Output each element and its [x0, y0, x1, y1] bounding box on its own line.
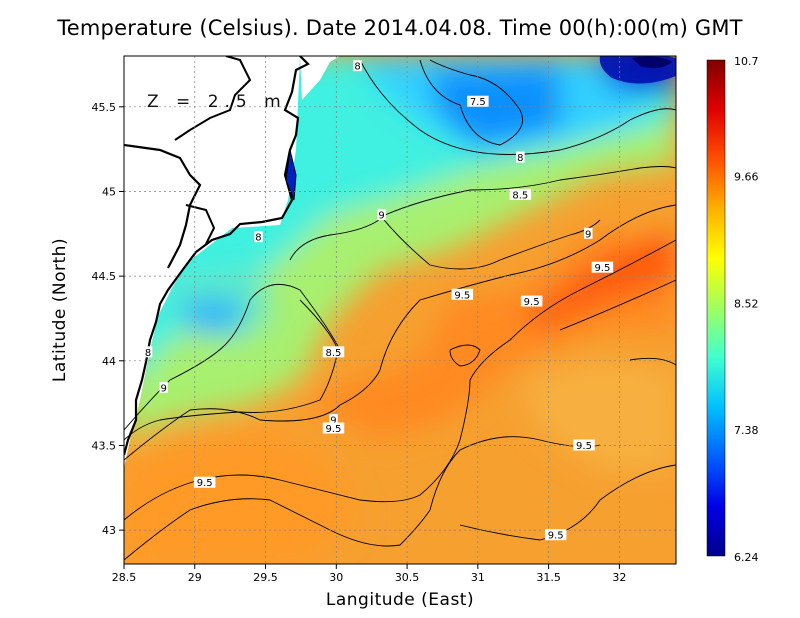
contour-label: 8.5 — [512, 190, 528, 201]
x-tick-label: 31 — [471, 571, 485, 584]
contour-label: 9 — [585, 229, 591, 240]
colorbar — [706, 59, 726, 557]
contour-9.5-d — [449, 344, 481, 367]
contour-9-b — [379, 214, 601, 270]
contour-label-bg — [329, 414, 338, 426]
colorbar-tick-labels: 10.7 9.66 8.52 7.38 6.24 — [734, 55, 759, 564]
contour-9.5-f — [629, 357, 676, 366]
contour-8.5-a — [289, 166, 676, 261]
y-tick-label: 45 — [102, 185, 116, 198]
contour-9.5-b — [124, 436, 601, 561]
contour-label-bg — [591, 261, 614, 273]
contour-8-north — [359, 59, 676, 155]
contour-label-bg — [159, 381, 168, 393]
contour-9.5-c — [459, 464, 676, 541]
contour-label-bg — [516, 151, 525, 163]
contour-label: 8.5 — [326, 348, 342, 359]
x-axis-label: Langitude (East) — [325, 590, 475, 610]
contour-label: 9.5 — [576, 441, 592, 452]
y-tick-label: 44 — [102, 355, 116, 368]
contour-label-bg — [451, 288, 474, 300]
y-tick-label: 43 — [102, 524, 116, 537]
contour-label-bg — [520, 295, 543, 307]
y-tick-label: 45.5 — [92, 101, 117, 114]
contour-label: 9.5 — [454, 290, 470, 301]
contour-label: 8 — [517, 153, 523, 164]
y-axis-ticks: 43 43.5 44 44.5 45 45.5 — [92, 101, 124, 537]
y-tick-label: 44.5 — [92, 270, 117, 283]
contour-label-bg — [573, 439, 595, 451]
x-tick-label: 29.5 — [253, 571, 278, 584]
coastline-land — [124, 56, 340, 468]
plot-frame — [123, 55, 677, 565]
contour-label-bg — [377, 209, 386, 221]
x-tick-label: 32 — [612, 571, 626, 584]
contour-label: 9.5 — [197, 478, 213, 489]
x-axis-ticks: 28.5 29 29.5 30 30.5 31 31.5 32 — [112, 564, 626, 584]
contour-label: 9 — [378, 211, 384, 222]
contour-9.5-e — [559, 279, 676, 331]
contour-label: 9 — [160, 383, 166, 394]
contour-label-bg — [353, 60, 362, 72]
contour-lines — [124, 59, 676, 561]
colorbar-tick-label: 7.38 — [734, 424, 759, 437]
contour-label-bg — [254, 231, 263, 243]
contour-label-bg — [322, 346, 345, 358]
contour-label-bg — [583, 227, 593, 239]
x-tick-label: 30.5 — [395, 571, 420, 584]
contour-9 — [124, 204, 676, 461]
contour-label: 9.5 — [548, 531, 564, 542]
y-axis-label: Latitude (North) — [50, 237, 70, 383]
x-tick-label: 30 — [329, 571, 343, 584]
contour-label-bg — [143, 346, 153, 358]
chart-title: Temperature (Celsius). Date 2014.04.08. … — [57, 16, 743, 40]
contour-label-bg — [509, 188, 532, 200]
contour-label-bg — [193, 476, 216, 488]
contour-label-bg — [467, 95, 489, 107]
contour-label: 8 — [354, 62, 360, 73]
contour-label: 8 — [145, 348, 151, 359]
x-tick-label: 31.5 — [536, 571, 561, 584]
x-tick-label: 28.5 — [112, 571, 137, 584]
colorbar-tick-label: 10.7 — [734, 55, 759, 68]
y-tick-label: 43.5 — [92, 439, 117, 452]
colorbar-tick-label: 9.66 — [734, 171, 759, 184]
contour-label: 9 — [330, 416, 336, 427]
contour-9.5-a — [124, 239, 676, 521]
contour-label: 9.5 — [524, 297, 540, 308]
colorbar-tick-label: 8.52 — [734, 297, 759, 310]
contour-label-bg — [544, 529, 567, 541]
contour-label: 7.5 — [470, 97, 486, 108]
contour-label: 9.5 — [326, 424, 342, 435]
x-tick-label: 29 — [188, 571, 202, 584]
colorbar-tick-label: 6.24 — [734, 551, 759, 564]
depth-label: Z = 2.5 m — [147, 92, 287, 112]
contour-label: 8 — [255, 233, 261, 244]
contour-label: 9.5 — [594, 263, 610, 274]
contour-label-bg — [322, 422, 345, 434]
contour-7.5 — [419, 59, 523, 146]
